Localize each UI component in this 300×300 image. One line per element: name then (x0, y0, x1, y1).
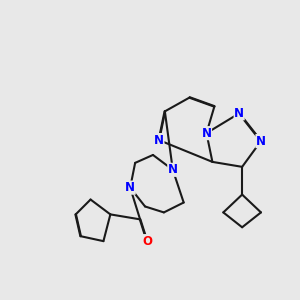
Text: N: N (168, 163, 178, 176)
Text: N: N (202, 127, 212, 140)
Text: N: N (256, 135, 266, 148)
Text: N: N (125, 181, 135, 194)
Text: N: N (154, 134, 164, 147)
Text: O: O (142, 235, 152, 248)
Text: N: N (234, 107, 244, 120)
